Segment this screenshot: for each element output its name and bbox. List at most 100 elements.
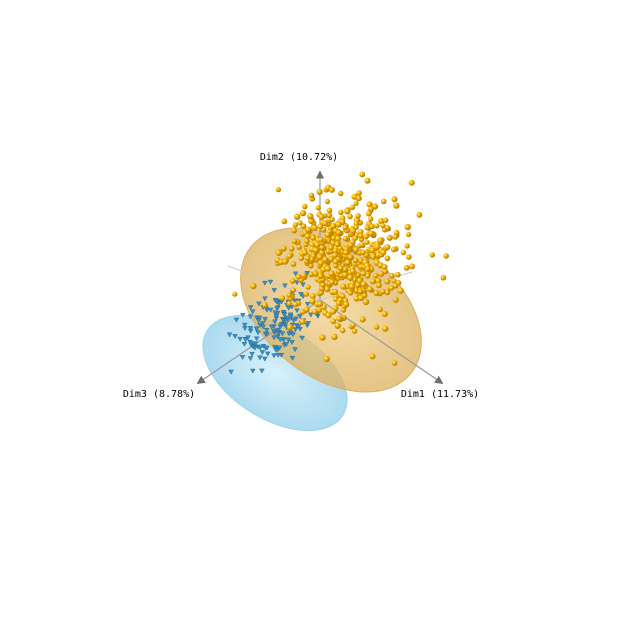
group-2-point: [292, 347, 298, 353]
group-1-point: [384, 289, 391, 296]
group-1-point: [353, 220, 360, 227]
group-2-point: [257, 345, 263, 351]
group-1-point: [316, 254, 323, 261]
group-1-point: [408, 179, 415, 186]
group-1-point: [309, 298, 316, 305]
group-1-point: [330, 318, 337, 325]
group-1-point: [345, 259, 351, 266]
group-1-point: [392, 282, 399, 289]
group-1-point: [308, 192, 315, 199]
group-2-point: [247, 314, 254, 320]
group-1-point: [332, 289, 339, 295]
group-2-point: [278, 322, 285, 328]
group-2-point: [233, 317, 240, 323]
group-1-point: [356, 190, 362, 196]
group-1-point: [326, 207, 333, 214]
group-2-point: [281, 312, 288, 318]
group-1-point: [347, 242, 354, 248]
group-1-point: [375, 277, 382, 284]
group-2-point: [257, 323, 263, 328]
group-1-point: [250, 282, 257, 290]
group-2-point: [274, 306, 280, 312]
group-1-point: [299, 209, 307, 217]
group-2-point: [304, 271, 310, 276]
group-1-point: [281, 218, 288, 225]
group-2-point: [272, 310, 278, 316]
group-2-point: [271, 328, 277, 334]
group-1-point: [335, 236, 341, 242]
group-2-point: [241, 322, 248, 328]
group-2-point: [273, 298, 280, 304]
group-2-point: [247, 340, 253, 345]
group-2-point: [289, 355, 296, 361]
group-1-point: [369, 353, 376, 360]
group-2-point: [294, 280, 300, 286]
group-1-point: [377, 306, 383, 313]
group-1-point: [365, 210, 372, 217]
group-2-point: [242, 326, 248, 332]
group-2-point: [275, 328, 281, 333]
group-2-point: [255, 330, 261, 336]
group-1-point: [336, 300, 342, 306]
group-2-point: [277, 337, 283, 343]
group-1-point: [324, 198, 331, 205]
group-1-point: [360, 281, 367, 288]
group-1-point: [303, 306, 310, 313]
group-1-point: [340, 327, 346, 334]
group-1-point: [330, 240, 336, 246]
group-1-point: [303, 291, 310, 297]
group-2-point: [232, 334, 238, 340]
group-1-point: [404, 223, 411, 231]
group-1-point: [393, 202, 400, 209]
group-2-point: [292, 298, 298, 304]
group-1-point: [360, 249, 366, 256]
group-1-point: [326, 212, 333, 218]
group-2-point: [279, 331, 286, 337]
group-1-point: [299, 318, 306, 325]
group-1-point: [292, 222, 298, 228]
group-1-point: [275, 249, 282, 257]
group-1-point: [305, 226, 312, 233]
group-1-point: [313, 247, 319, 254]
group-1-point: [348, 283, 355, 290]
group-1-point: [294, 213, 301, 220]
group-1-point: [369, 278, 377, 285]
group-2-point: [283, 341, 290, 347]
dim3-axis-label: Dim3 (8.78%): [123, 389, 195, 400]
group-1-point: [329, 308, 337, 315]
group-1-point: [356, 277, 363, 284]
group-1-point: [297, 220, 303, 226]
group-1-point: [291, 227, 297, 234]
group-1-point: [362, 298, 370, 306]
group-1-point: [322, 220, 328, 227]
group-2-point: [285, 337, 292, 343]
group-1-point: [329, 216, 335, 223]
group-1-point: [373, 290, 380, 297]
group-1-point: [443, 253, 449, 259]
group-1-point: [288, 246, 295, 252]
group-1-point: [316, 188, 323, 195]
group-1-point: [355, 213, 361, 219]
group-1-point: [328, 186, 335, 193]
group-1-point: [391, 278, 397, 284]
dim2-axis-label: Dim2 (10.72%): [260, 152, 338, 163]
group-1-point: [334, 241, 341, 248]
group-1-point: [370, 253, 377, 260]
group-2-point: [268, 324, 275, 330]
group-1-point: [350, 228, 356, 234]
group-1-point: [362, 233, 370, 240]
group-1-point: [320, 282, 326, 288]
group-2-point: [228, 369, 234, 375]
group-2-point: [252, 341, 259, 347]
group-1-point: [302, 203, 308, 210]
group-1-point: [350, 268, 356, 275]
group-2-point: [262, 280, 268, 286]
group-1-point: [416, 211, 423, 218]
group-2-point: [260, 324, 266, 330]
group-1-point: [279, 295, 286, 301]
group-2-point: [304, 302, 311, 307]
group-2-point: [280, 318, 287, 323]
group-2-point: [271, 353, 277, 359]
group-1-points: [232, 171, 449, 366]
group-1-point: [404, 243, 410, 249]
